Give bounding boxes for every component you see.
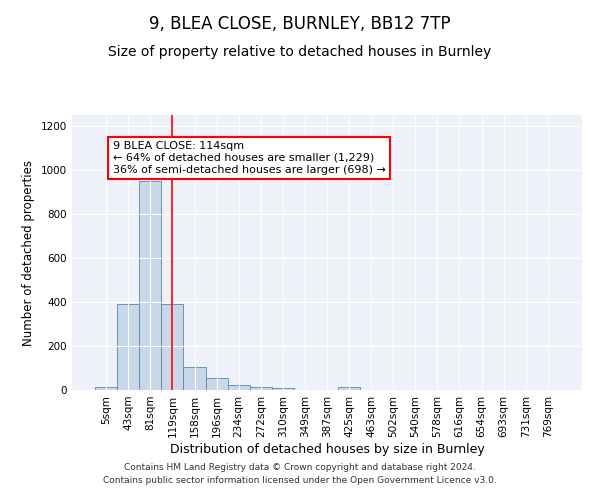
Text: 9 BLEA CLOSE: 114sqm
← 64% of detached houses are smaller (1,229)
36% of semi-de: 9 BLEA CLOSE: 114sqm ← 64% of detached h…	[113, 142, 386, 174]
Text: 9, BLEA CLOSE, BURNLEY, BB12 7TP: 9, BLEA CLOSE, BURNLEY, BB12 7TP	[149, 15, 451, 33]
Bar	[250, 386, 272, 390]
Bar	[338, 386, 360, 390]
Bar	[272, 388, 294, 390]
Text: Contains HM Land Registry data © Crown copyright and database right 2024.
Contai: Contains HM Land Registry data © Crown c…	[103, 464, 497, 485]
Y-axis label: Number of detached properties: Number of detached properties	[22, 160, 35, 346]
Text: Size of property relative to detached houses in Burnley: Size of property relative to detached ho…	[109, 45, 491, 59]
X-axis label: Distribution of detached houses by size in Burnley: Distribution of detached houses by size …	[170, 442, 484, 456]
Bar	[139, 181, 161, 390]
Bar	[95, 386, 117, 390]
Bar	[161, 304, 184, 390]
Bar	[117, 304, 139, 390]
Bar	[184, 367, 206, 390]
Bar	[227, 384, 250, 390]
Bar	[206, 378, 227, 390]
